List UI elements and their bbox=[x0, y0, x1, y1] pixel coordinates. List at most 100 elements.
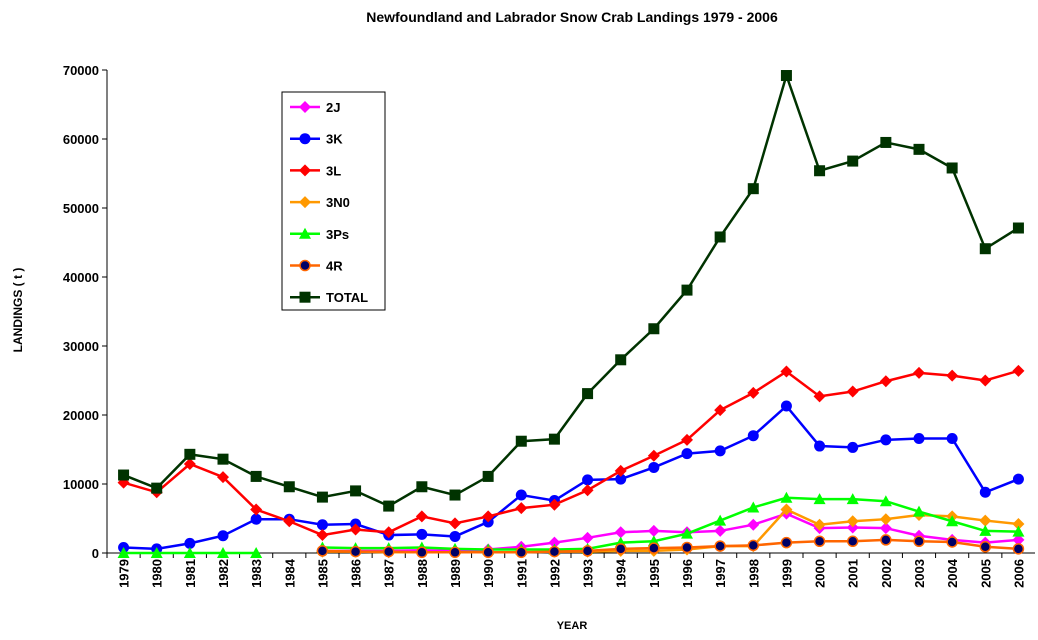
x-tick-label: 1988 bbox=[415, 559, 430, 588]
legend-label: 3Ps bbox=[326, 227, 349, 242]
data-point bbox=[913, 143, 925, 155]
data-point bbox=[714, 524, 727, 537]
data-point bbox=[780, 503, 793, 516]
data-point bbox=[515, 502, 528, 515]
data-point bbox=[681, 527, 693, 539]
data-point bbox=[946, 162, 958, 174]
data-point bbox=[217, 453, 229, 465]
x-tick-label: 1999 bbox=[779, 559, 794, 588]
data-point bbox=[250, 547, 263, 558]
x-tick-label: 1991 bbox=[514, 559, 529, 588]
y-tick-label: 0 bbox=[92, 546, 99, 561]
data-point bbox=[1012, 518, 1025, 531]
data-point bbox=[780, 400, 792, 412]
data-point bbox=[184, 448, 196, 460]
data-point bbox=[614, 464, 627, 477]
data-point bbox=[946, 515, 959, 527]
data-point bbox=[979, 374, 992, 387]
data-point bbox=[350, 485, 362, 497]
data-point bbox=[681, 448, 693, 460]
data-point bbox=[946, 432, 958, 444]
data-point bbox=[814, 165, 826, 177]
data-point bbox=[548, 498, 561, 511]
data-point bbox=[648, 542, 660, 554]
data-point bbox=[250, 513, 262, 525]
data-point bbox=[615, 354, 627, 366]
data-point bbox=[383, 500, 395, 512]
data-point bbox=[979, 514, 992, 527]
data-point bbox=[681, 541, 693, 554]
x-tick-label: 1986 bbox=[349, 559, 364, 588]
data-point bbox=[979, 541, 992, 553]
data-point bbox=[847, 155, 859, 167]
data-point bbox=[316, 491, 328, 503]
data-point bbox=[316, 519, 328, 531]
data-point bbox=[316, 545, 329, 557]
data-point bbox=[714, 514, 727, 526]
data-point bbox=[482, 546, 494, 559]
x-tick-label: 1987 bbox=[382, 559, 397, 588]
data-point bbox=[515, 489, 527, 501]
data-point bbox=[879, 375, 892, 388]
x-tick-label: 2004 bbox=[945, 558, 960, 588]
data-point bbox=[382, 526, 395, 539]
data-point bbox=[846, 535, 859, 548]
data-point bbox=[482, 510, 495, 523]
x-axis-label: YEAR bbox=[557, 620, 588, 632]
data-point bbox=[1012, 364, 1025, 377]
data-point bbox=[879, 513, 892, 526]
data-point bbox=[780, 491, 793, 503]
data-point bbox=[879, 522, 892, 535]
legend-marker bbox=[299, 101, 311, 113]
legend-marker bbox=[299, 259, 311, 272]
data-point bbox=[515, 546, 528, 559]
data-point bbox=[747, 539, 760, 552]
data-point bbox=[415, 510, 428, 523]
data-point bbox=[846, 515, 859, 528]
data-point bbox=[582, 474, 594, 486]
data-point bbox=[747, 501, 760, 513]
x-tick-label: 2000 bbox=[813, 559, 828, 588]
data-point bbox=[581, 545, 594, 557]
data-point bbox=[880, 534, 892, 546]
data-point bbox=[151, 482, 163, 494]
data-point bbox=[747, 386, 760, 399]
legend-label: TOTAL bbox=[326, 290, 368, 305]
x-tick-label: 1994 bbox=[614, 558, 629, 588]
data-point bbox=[913, 366, 925, 379]
data-point bbox=[382, 545, 395, 558]
data-point bbox=[714, 231, 726, 243]
data-point bbox=[846, 385, 859, 398]
legend-marker bbox=[299, 196, 311, 209]
data-point bbox=[879, 495, 892, 507]
data-point bbox=[217, 471, 229, 484]
y-tick-label: 10000 bbox=[63, 477, 99, 492]
data-point bbox=[283, 481, 295, 493]
data-point bbox=[814, 440, 826, 452]
data-point bbox=[582, 388, 594, 400]
data-point bbox=[1012, 525, 1025, 537]
data-point bbox=[614, 526, 627, 539]
legend-label: 2J bbox=[326, 100, 340, 115]
data-point bbox=[647, 449, 660, 462]
data-point bbox=[747, 430, 759, 442]
data-point bbox=[117, 547, 130, 558]
x-tick-label: 2005 bbox=[978, 559, 993, 588]
data-point bbox=[250, 470, 262, 482]
data-point bbox=[283, 515, 296, 528]
data-point bbox=[780, 70, 792, 82]
data-point bbox=[183, 457, 196, 470]
data-point bbox=[714, 445, 726, 457]
x-tick-label: 1984 bbox=[282, 558, 297, 588]
data-point bbox=[913, 505, 925, 517]
data-point bbox=[150, 547, 163, 558]
data-point bbox=[548, 433, 560, 445]
y-tick-label: 60000 bbox=[63, 132, 99, 147]
data-point bbox=[979, 486, 991, 498]
data-point bbox=[581, 531, 594, 544]
x-tick-label: 1980 bbox=[150, 559, 165, 588]
data-point bbox=[1012, 543, 1025, 555]
chart-title: Newfoundland and Labrador Snow Crab Land… bbox=[366, 9, 778, 25]
data-point bbox=[184, 537, 196, 549]
legend-marker bbox=[299, 227, 311, 239]
